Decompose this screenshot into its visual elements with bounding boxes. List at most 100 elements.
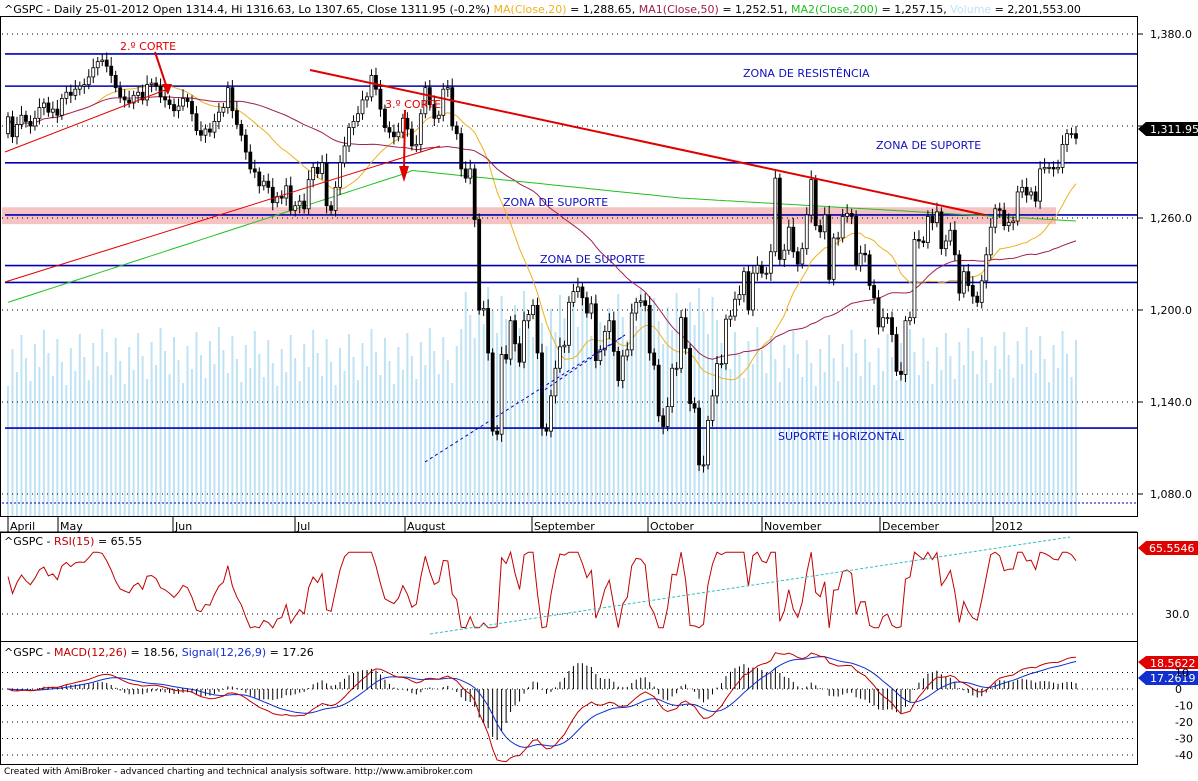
month-label: December	[882, 520, 940, 533]
candle-body	[293, 205, 298, 211]
candle	[674, 362, 679, 376]
candle-body	[921, 240, 926, 243]
candle-body	[33, 117, 37, 127]
candle	[203, 124, 208, 143]
candle	[773, 168, 778, 257]
candle-body	[320, 162, 325, 174]
candle	[926, 210, 930, 249]
candle-body	[163, 96, 167, 101]
candle	[109, 57, 114, 84]
candle	[306, 170, 311, 215]
candle-body	[984, 254, 989, 282]
candle	[104, 52, 109, 73]
candle-body	[270, 186, 275, 204]
candle-body	[333, 186, 338, 211]
candle	[185, 93, 190, 108]
candle	[266, 173, 271, 194]
corte-3-arrow	[403, 109, 406, 171]
candle	[302, 193, 307, 214]
candle	[683, 308, 688, 355]
candle-body	[791, 226, 796, 253]
candle	[759, 260, 764, 278]
macd-tick-label: 10	[1175, 667, 1189, 680]
candle	[149, 78, 154, 93]
macd-tick-label: 0	[1175, 683, 1182, 696]
candle-body	[109, 65, 114, 76]
candle	[993, 204, 998, 234]
candle-body	[1069, 133, 1074, 136]
candle-body	[1006, 222, 1011, 227]
candle	[252, 159, 257, 179]
candle-body	[575, 286, 580, 292]
candle	[167, 95, 172, 110]
candle	[638, 294, 643, 307]
candle-body	[212, 121, 217, 133]
candle-body	[463, 168, 468, 179]
candle	[733, 291, 737, 321]
candle	[396, 122, 401, 142]
macd-tick-label: -10	[1175, 700, 1193, 713]
candle-body	[423, 87, 428, 115]
candle	[831, 233, 836, 286]
candle-body	[903, 320, 908, 375]
candle	[270, 178, 275, 211]
candle-body	[46, 102, 51, 113]
candle-body	[831, 237, 836, 280]
candle-body	[454, 125, 459, 135]
candle	[441, 83, 446, 122]
candle-body	[230, 87, 235, 112]
candle	[387, 121, 392, 139]
rsi-value: = 65.55	[94, 535, 142, 548]
candle	[163, 87, 167, 108]
candle	[952, 221, 957, 261]
candle-body	[1020, 186, 1025, 193]
candle-body	[881, 317, 885, 328]
candle	[921, 236, 926, 248]
candle	[324, 153, 329, 214]
candle-body	[665, 406, 670, 427]
candle	[818, 219, 823, 238]
candle-body	[414, 143, 419, 147]
macd-tick-label: -40	[1175, 749, 1193, 762]
candle	[486, 299, 491, 361]
candle	[100, 53, 105, 67]
candle	[697, 400, 701, 471]
candle	[288, 176, 293, 215]
corte-2-label: 2.º CORTE	[120, 40, 176, 53]
candle	[970, 276, 975, 304]
candle	[881, 308, 885, 332]
month-label: Jun	[174, 520, 192, 533]
candle-body	[73, 88, 78, 96]
last-price-label: 1,311.95	[1150, 123, 1198, 136]
candle	[472, 164, 477, 228]
candle-body	[127, 99, 132, 104]
candle	[656, 359, 661, 422]
candle-body	[908, 317, 912, 322]
candle-body	[95, 61, 100, 69]
candle	[746, 265, 751, 315]
candle	[643, 293, 648, 312]
candle	[261, 175, 266, 191]
candle	[1011, 216, 1016, 231]
candle	[1015, 185, 1020, 226]
candle-body	[589, 303, 594, 314]
candle	[315, 161, 320, 179]
macd-axis: 10 0 -10 -20 -30 -40	[2, 667, 1193, 762]
candle-body	[692, 403, 697, 409]
candle-body	[894, 334, 899, 372]
candle	[903, 316, 908, 383]
candle-body	[997, 208, 1002, 211]
candle-body	[1002, 209, 1007, 227]
candle-body	[392, 131, 396, 138]
candle-body	[558, 346, 562, 369]
candles	[6, 52, 1078, 473]
macd-pane	[0, 641, 1138, 765]
candle-body	[347, 127, 351, 147]
candle	[948, 222, 953, 246]
candle-body	[234, 110, 239, 125]
signal-path	[7, 656, 1077, 748]
candle	[827, 205, 832, 284]
candle-body	[91, 67, 96, 78]
rsi-label: RSI(15)	[54, 535, 94, 548]
